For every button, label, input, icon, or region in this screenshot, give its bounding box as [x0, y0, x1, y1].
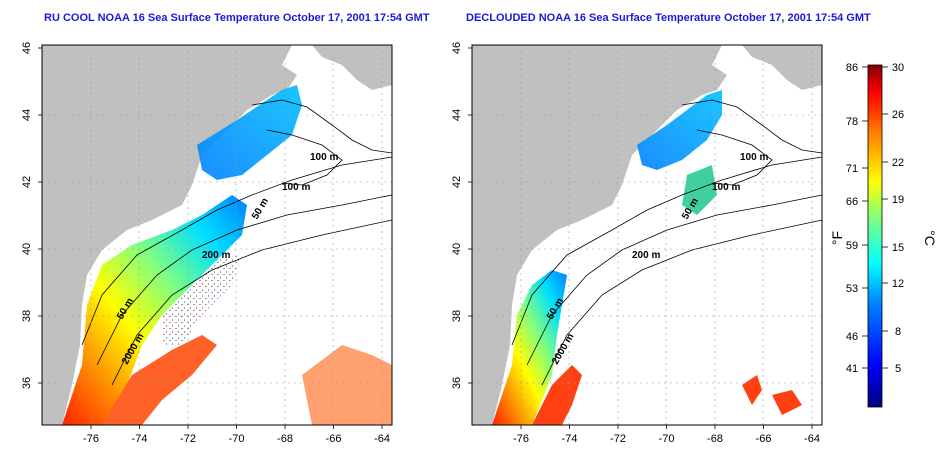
x-tick-label: -74 [132, 433, 148, 445]
y-tick-label: 42 [451, 176, 463, 188]
colorbar-f-label: 86 [846, 62, 858, 74]
y-tick-label: 40 [451, 243, 463, 255]
y-tick-label: 38 [21, 310, 33, 322]
x-tick-label: -72 [180, 433, 196, 445]
contour-label: 100 m [310, 152, 338, 163]
colorbar-f-label: 66 [846, 196, 858, 208]
map-frame [471, 44, 823, 426]
colorbar-ticks: 86 78 71 66 59 53 46 41 30 26 22 19 15 12 8 5 [846, 62, 904, 375]
colorbar: 86 78 71 66 59 53 46 41 30 26 22 19 15 12 8 5 °F °C [829, 62, 938, 408]
colorbar-c-label: 12 [892, 278, 904, 290]
x-tick-label: -64 [804, 433, 820, 445]
y-tick-label: 38 [451, 310, 463, 322]
y-tick-label: 40 [21, 243, 33, 255]
y-tick-label: 44 [21, 109, 33, 121]
colorbar-f-label: 41 [846, 363, 858, 375]
colorbar-f-label: 46 [846, 331, 858, 343]
colorbar-c-label: 19 [892, 194, 904, 206]
x-tick-label: -68 [277, 433, 293, 445]
colorbar-c-label: 5 [895, 363, 901, 375]
x-tick-label: -66 [326, 433, 342, 445]
contour-label: 100 m [740, 152, 768, 163]
colorbar-c-label: 26 [892, 109, 904, 121]
colorbar-gradient [867, 64, 883, 408]
colorbar-f-label: 71 [846, 163, 858, 175]
colorbar-c-unit: °C [922, 230, 938, 246]
y-tick-label: 36 [21, 377, 33, 389]
colorbar-c-label: 30 [892, 62, 904, 74]
colorbar-f-label: 53 [846, 283, 858, 295]
y-tick-label: 46 [451, 42, 463, 54]
contour-label: 200 m [632, 250, 660, 261]
x-tick-label: -70 [659, 433, 675, 445]
colorbar-c-label: 22 [892, 157, 904, 169]
x-tick-label: -74 [562, 433, 578, 445]
x-tick-label: -76 [513, 433, 529, 445]
colorbar-c-label: 8 [895, 326, 901, 338]
y-tick-label: 42 [21, 176, 33, 188]
x-tick-label: -70 [229, 433, 245, 445]
panel-left-title: RU COOL NOAA 16 Sea Surface Temperature … [44, 12, 430, 24]
colorbar-f-unit: °F [829, 231, 845, 245]
panel-left-map: 100 m 100 m 50 m 200 m 50 m 2000 m [41, 44, 393, 426]
colorbar-c-label: 15 [892, 242, 904, 254]
y-tick-label: 44 [451, 109, 463, 121]
colorbar-f-label: 78 [846, 116, 858, 128]
colorbar-f-label: 59 [846, 240, 858, 252]
x-tick-label: -66 [756, 433, 772, 445]
y-tick-label: 46 [21, 42, 33, 54]
panel-right-map: 100 m 100 m 50 m 200 m 50 m 2000 m [471, 44, 823, 426]
panel-right-axes: -76 -74 -72 -70 -68 -66 -64 46 44 42 40 38 36 [451, 42, 820, 445]
y-tick-label: 36 [451, 377, 463, 389]
x-tick-label: -72 [610, 433, 626, 445]
panel-right-title: DECLOUDED NOAA 16 Sea Surface Temperatur… [466, 12, 871, 24]
contour-label: 100 m [712, 182, 740, 193]
panel-left-axes: -76 -74 -72 -70 -68 -66 -64 46 44 42 40 38 36 [21, 42, 390, 445]
contour-label: 200 m [202, 250, 230, 261]
x-tick-label: -68 [707, 433, 723, 445]
x-tick-label: -76 [83, 433, 99, 445]
contour-label: 100 m [282, 182, 310, 193]
map-frame [41, 44, 393, 426]
x-tick-label: -64 [374, 433, 390, 445]
